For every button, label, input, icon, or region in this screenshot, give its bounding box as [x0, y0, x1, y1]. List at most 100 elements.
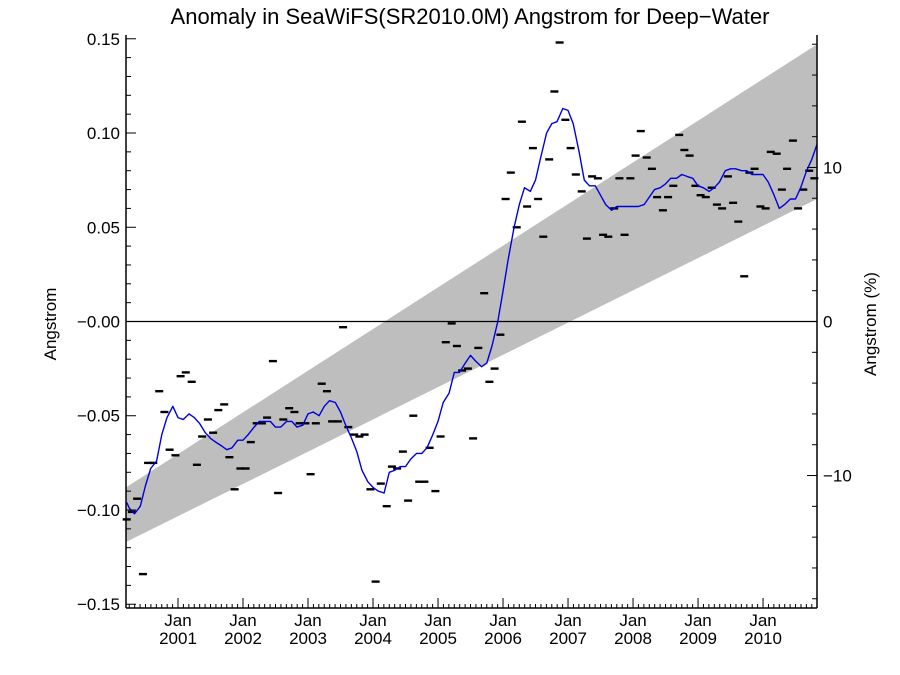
- data-point-marker: [339, 326, 348, 329]
- data-point-marker: [415, 480, 424, 483]
- axes-layer: [125, 35, 818, 609]
- data-point-marker: [382, 505, 391, 508]
- data-point-marker: [539, 235, 548, 238]
- data-point-marker: [376, 482, 385, 485]
- data-point-marker: [545, 158, 554, 161]
- data-point-marker: [187, 380, 196, 383]
- y-tick-label-left: −0.00: [77, 313, 120, 332]
- x-tick-label-year: 2006: [484, 629, 522, 648]
- data-point-marker: [306, 473, 315, 476]
- x-tick-label-year: 2003: [289, 629, 327, 648]
- data-point-marker: [604, 235, 613, 238]
- data-point-marker: [750, 167, 759, 170]
- y-tick-label-right: 0: [823, 313, 832, 332]
- data-point-marker: [566, 146, 575, 150]
- y-tick-label-left: −0.10: [77, 501, 120, 520]
- data-point-marker: [268, 359, 277, 363]
- trend-band: [126, 44, 817, 543]
- data-point-marker: [192, 463, 201, 466]
- data-point-marker: [257, 422, 266, 425]
- data-point-marker: [387, 465, 396, 468]
- data-point-marker: [144, 461, 153, 465]
- data-point-marker: [490, 367, 499, 370]
- data-point-marker: [333, 420, 342, 423]
- data-point-marker: [274, 491, 283, 495]
- data-point-marker: [355, 435, 364, 438]
- data-point-marker: [517, 120, 526, 123]
- marker-series-layer: [122, 41, 819, 583]
- data-point-marker: [409, 414, 418, 417]
- data-point-marker: [723, 175, 732, 178]
- data-point-marker: [203, 418, 212, 421]
- data-point-marker: [582, 237, 591, 240]
- data-point-marker: [138, 572, 147, 576]
- data-point-marker: [447, 322, 456, 325]
- data-point-marker: [485, 380, 494, 383]
- data-point-marker: [740, 275, 749, 278]
- y-axis-label-left: Angstrom: [41, 288, 60, 361]
- x-tick-label-year: 2004: [354, 629, 392, 648]
- data-point-marker: [225, 456, 234, 459]
- x-tick-label-year: 2007: [549, 629, 587, 648]
- data-point-marker: [718, 207, 727, 210]
- data-point-marker: [165, 448, 174, 451]
- x-tick-label-month: Jan: [554, 611, 581, 630]
- data-point-marker: [404, 499, 413, 502]
- x-tick-label-year: 2005: [419, 629, 457, 648]
- x-tick-label-year: 2008: [614, 629, 652, 648]
- data-point-marker: [436, 435, 445, 438]
- data-point-marker: [220, 403, 229, 406]
- data-point-marker: [209, 431, 218, 434]
- y-tick-label-left: 0.10: [87, 124, 120, 143]
- x-tick-label-year: 2009: [679, 629, 717, 648]
- data-point-marker: [285, 407, 294, 410]
- data-point-marker: [631, 154, 640, 157]
- data-point-marker: [469, 437, 478, 440]
- data-point-marker: [198, 435, 207, 438]
- data-point-marker: [680, 148, 689, 152]
- data-point-marker: [669, 184, 678, 187]
- data-point-marker: [685, 154, 694, 157]
- data-point-marker: [712, 203, 721, 206]
- data-point-marker: [176, 375, 185, 378]
- data-point-marker: [371, 580, 380, 583]
- smoothed-line-layer: [126, 107, 818, 515]
- data-point-marker: [642, 156, 651, 159]
- x-tick-label-month: Jan: [749, 611, 776, 630]
- data-point-marker: [799, 188, 808, 191]
- data-point-marker: [279, 418, 288, 421]
- data-point-marker: [171, 454, 180, 457]
- data-point-marker: [214, 408, 223, 412]
- data-point-marker: [805, 169, 814, 172]
- data-point-marker: [480, 292, 489, 295]
- data-point-marker: [701, 195, 710, 199]
- x-tick-label-month: Jan: [294, 611, 321, 630]
- data-point-marker: [322, 390, 331, 393]
- chart-title: Anomaly in SeaWiFS(SR2010.0M) Angstrom f…: [171, 4, 770, 29]
- trend-band-layer: [126, 44, 817, 543]
- data-point-marker: [550, 90, 559, 93]
- data-point-marker: [734, 220, 743, 223]
- data-point-marker: [523, 205, 532, 208]
- data-point-marker: [577, 190, 586, 193]
- data-point-marker: [675, 133, 684, 137]
- y-tick-label-right: −10: [823, 467, 852, 486]
- y-tick-label-left: 0.05: [87, 218, 120, 237]
- data-point-marker: [350, 433, 359, 436]
- data-point-marker: [761, 207, 770, 210]
- data-point-marker: [729, 201, 738, 204]
- data-point-marker: [658, 209, 667, 212]
- data-point-marker: [506, 171, 515, 174]
- x-tick-label-month: Jan: [424, 611, 451, 630]
- smoothed-series-line: [126, 107, 818, 515]
- y-axis-label-right: Angstrom (%): [861, 272, 880, 376]
- data-point-marker: [691, 184, 700, 187]
- data-point-marker: [420, 480, 429, 483]
- data-point-marker: [707, 186, 716, 189]
- data-point-marker: [555, 41, 564, 44]
- x-tick-label-year: 2002: [224, 629, 262, 648]
- data-point-marker: [788, 139, 797, 142]
- data-point-marker: [653, 195, 662, 199]
- y-tick-label-left: −0.05: [77, 407, 120, 426]
